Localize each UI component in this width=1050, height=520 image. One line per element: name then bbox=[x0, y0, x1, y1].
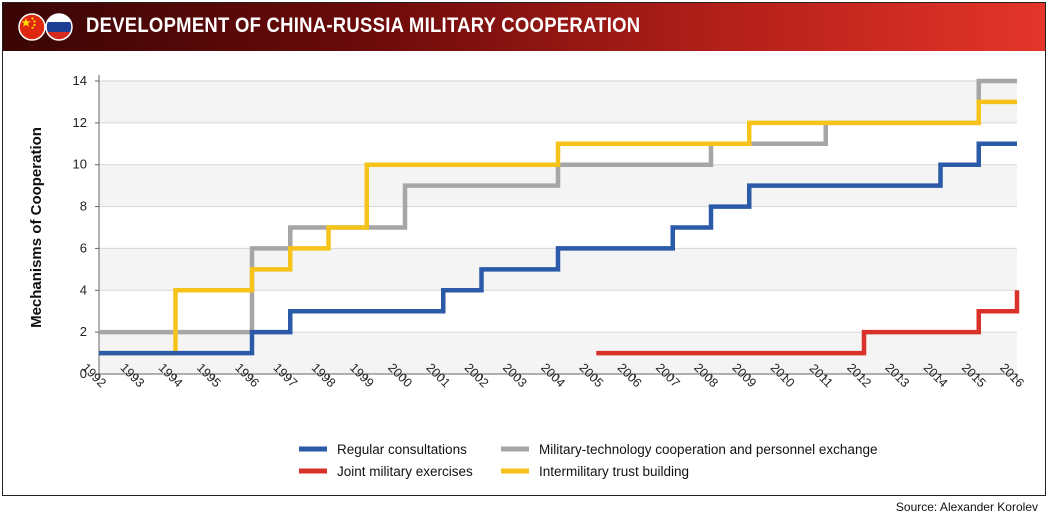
y-tick-label: 10 bbox=[73, 157, 87, 172]
flags-icon bbox=[18, 13, 73, 41]
series bbox=[99, 78, 1020, 356]
y-tick-label: 14 bbox=[73, 73, 87, 88]
grid-band bbox=[99, 81, 1017, 123]
y-axis-label: Mechanisms of Cooperation bbox=[28, 127, 45, 328]
series-line-joint bbox=[596, 290, 1020, 356]
legend-label-regular: Regular consultations bbox=[337, 442, 467, 457]
russia-flag-icon bbox=[46, 14, 72, 40]
chart-frame: DEVELOPMENT OF CHINA-RUSSIA MILITARY COO… bbox=[2, 2, 1046, 496]
legend-label-joint: Joint military exercises bbox=[337, 464, 473, 479]
y-tick-label: 4 bbox=[80, 282, 87, 297]
x-tick-label: 2016 bbox=[997, 361, 1027, 391]
title-banner: DEVELOPMENT OF CHINA-RUSSIA MILITARY COO… bbox=[3, 3, 1045, 51]
series-line-regular bbox=[99, 141, 1017, 356]
y-tick-label: 8 bbox=[80, 199, 87, 214]
grid-band bbox=[99, 290, 1017, 333]
y-tick-label: 6 bbox=[80, 240, 87, 255]
y-tick-label: 12 bbox=[73, 115, 87, 130]
legend-label-military_tech: Military-technology cooperation and pers… bbox=[539, 442, 877, 457]
y-tick-label: 0 bbox=[80, 366, 87, 381]
source-note: Source: Alexander Korolev bbox=[895, 500, 1038, 514]
china-flag-icon bbox=[19, 14, 45, 40]
y-tick-label: 2 bbox=[80, 324, 87, 339]
legend-label-trust: Intermilitary trust building bbox=[539, 464, 689, 479]
chart-title: DEVELOPMENT OF CHINA-RUSSIA MILITARY COO… bbox=[86, 14, 641, 37]
grid-band bbox=[99, 206, 1017, 249]
series-line-trust bbox=[99, 99, 1017, 356]
legend: Regular consultations Military-technology… bbox=[299, 442, 877, 479]
